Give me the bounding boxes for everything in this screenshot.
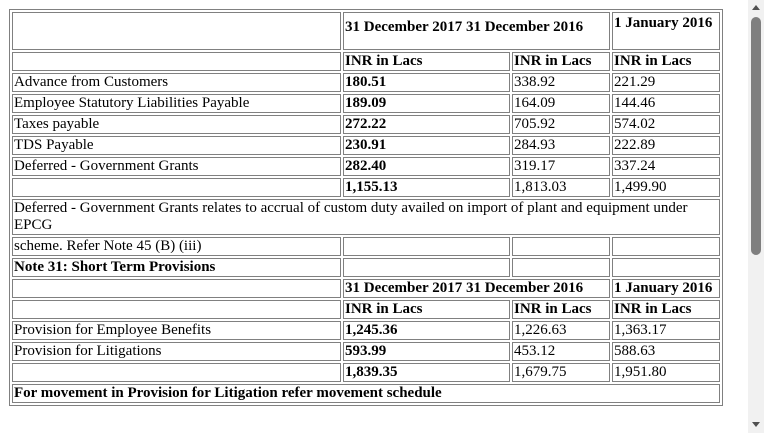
document-viewport: 31 December 2017 31 December 2016 1 Janu… [9,9,723,406]
total-2016: 1,679.75 [512,363,610,382]
total-label-cell [12,178,341,197]
value-2016: 453.12 [512,342,610,361]
value-2017: 189.09 [343,94,510,113]
unit-2017: INR in Lacs [343,52,510,71]
unit-2016-jan: INR in Lacs [612,52,720,71]
vertical-scrollbar[interactable] [748,0,764,433]
value-2016: 319.17 [512,157,610,176]
table-row: Employee Statutory Liabilities Payable 1… [12,94,720,113]
row-label: Employee Statutory Liabilities Payable [12,94,341,113]
value-2016-jan: 337.24 [612,157,720,176]
row-label: Provision for Employee Benefits [12,321,341,340]
value-2017: 282.40 [343,157,510,176]
value-2016: 705.92 [512,115,610,134]
value-2016-jan: 1,363.17 [612,321,720,340]
value-2016-jan: 221.29 [612,73,720,92]
empty-cell [512,237,610,256]
value-2017: 230.91 [343,136,510,155]
table-row: Provision for Employee Benefits 1,245.36… [12,321,720,340]
note31-title-row: Note 31: Short Term Provisions [12,258,720,277]
note31-unit-row: INR in Lacs INR in Lacs INR in Lacs [12,300,720,319]
unit-2016-jan: INR in Lacs [612,300,720,319]
total-2016: 1,813.03 [512,178,610,197]
empty-cell [343,258,510,277]
header-empty-cell [12,12,341,50]
total-row: 1,839.35 1,679.75 1,951.80 [12,363,720,382]
table1-header-row: 31 December 2017 31 December 2016 1 Janu… [12,12,720,50]
total-row: 1,155.13 1,813.03 1,499.90 [12,178,720,197]
value-2016: 338.92 [512,73,610,92]
financial-table: 31 December 2017 31 December 2016 1 Janu… [9,9,723,406]
value-2017: 1,245.36 [343,321,510,340]
row-label: Deferred - Government Grants [12,157,341,176]
total-label-cell [12,363,341,382]
value-2017: 180.51 [343,73,510,92]
value-2016: 1,226.63 [512,321,610,340]
empty-cell [343,237,510,256]
next-heading-row: For movement in Provision for Litigation… [12,384,720,403]
table-row: TDS Payable 230.91 284.93 222.89 [12,136,720,155]
note-row-continued: scheme. Refer Note 45 (B) (iii) [12,237,720,256]
arrow-down-icon [752,422,760,427]
value-2017: 593.99 [343,342,510,361]
table-row: Taxes payable 272.22 705.92 574.02 [12,115,720,134]
note-row: Deferred - Government Grants relates to … [12,199,720,235]
scroll-up-button[interactable] [748,0,764,16]
row-label: Taxes payable [12,115,341,134]
header-2016-jan: 1 January 2016 [612,279,720,298]
table-row: Provision for Litigations 593.99 453.12 … [12,342,720,361]
empty-cell [612,237,720,256]
unit-2016: INR in Lacs [512,52,610,71]
row-label: Advance from Customers [12,73,341,92]
header-2017-2016: 31 December 2017 31 December 2016 [343,12,610,50]
note31-title: Note 31: Short Term Provisions [12,258,341,277]
unit-empty-cell [12,52,341,71]
header-2017-2016: 31 December 2017 31 December 2016 [343,279,610,298]
scrollbar-thumb[interactable] [751,17,761,255]
row-label: TDS Payable [12,136,341,155]
deferred-grants-note: Deferred - Government Grants relates to … [12,199,720,235]
unit-2017: INR in Lacs [343,300,510,319]
value-2016-jan: 588.63 [612,342,720,361]
total-2017: 1,155.13 [343,178,510,197]
empty-cell [512,258,610,277]
value-2016: 164.09 [512,94,610,113]
scroll-down-button[interactable] [748,417,764,433]
value-2016-jan: 222.89 [612,136,720,155]
unit-2016: INR in Lacs [512,300,610,319]
arrow-up-icon [752,5,760,10]
row-label: Provision for Litigations [12,342,341,361]
header-2016-jan: 1 January 2016 [612,12,720,50]
header-empty-cell [12,279,341,298]
value-2016: 284.93 [512,136,610,155]
table-row: Advance from Customers 180.51 338.92 221… [12,73,720,92]
unit-empty-cell [12,300,341,319]
note31-header-row: 31 December 2017 31 December 2016 1 Janu… [12,279,720,298]
value-2017: 272.22 [343,115,510,134]
note-continuation: scheme. Refer Note 45 (B) (iii) [12,237,341,256]
total-2017: 1,839.35 [343,363,510,382]
empty-cell [612,258,720,277]
total-2016-jan: 1,499.90 [612,178,720,197]
value-2016-jan: 144.46 [612,94,720,113]
table1-unit-row: INR in Lacs INR in Lacs INR in Lacs [12,52,720,71]
total-2016-jan: 1,951.80 [612,363,720,382]
value-2016-jan: 574.02 [612,115,720,134]
litigation-movement-heading: For movement in Provision for Litigation… [12,384,720,403]
table-row: Deferred - Government Grants 282.40 319.… [12,157,720,176]
